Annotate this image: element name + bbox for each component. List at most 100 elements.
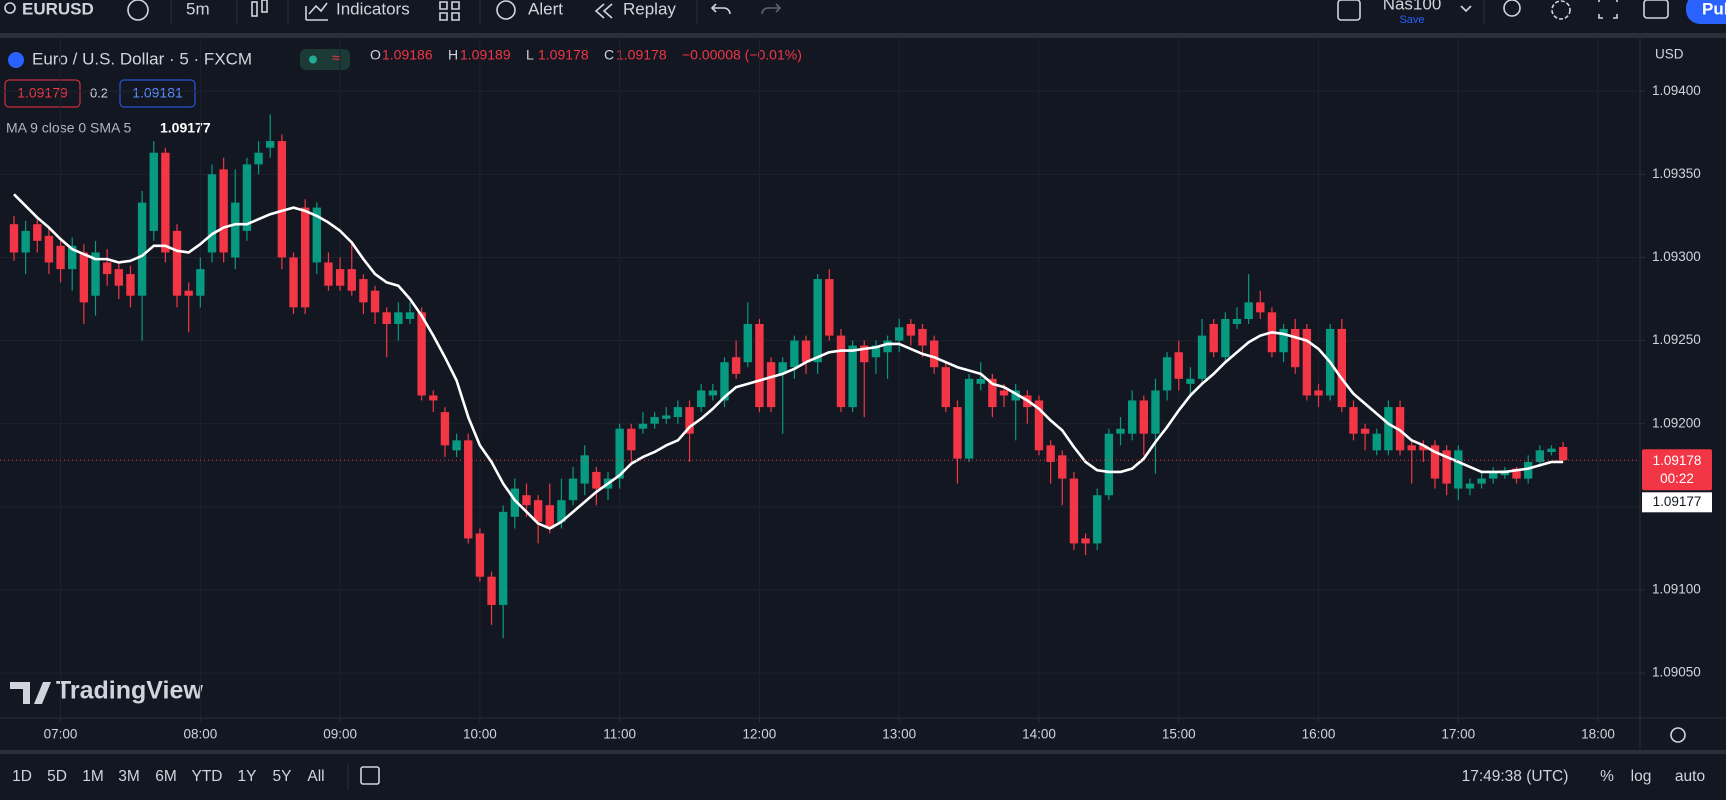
market-status[interactable] — [300, 49, 350, 70]
bid-box[interactable] — [4, 79, 81, 108]
candle-body — [184, 290, 193, 296]
candle-body — [1174, 352, 1183, 379]
layout-icon[interactable] — [1337, 0, 1361, 21]
candle-body — [1081, 538, 1090, 544]
candle-body — [487, 576, 496, 605]
save-label[interactable]: Save — [1399, 14, 1424, 26]
candle-body — [1360, 428, 1370, 434]
series-title[interactable]: Euro / U.S. Dollar · 5 · FXCM — [32, 49, 252, 68]
candle-body — [1477, 478, 1486, 484]
range-button[interactable]: YTD — [192, 768, 223, 785]
quick-search-icon[interactable] — [1503, 0, 1521, 17]
candle-body — [778, 362, 787, 374]
candle-body — [1093, 495, 1102, 544]
add-symbol-icon[interactable] — [127, 0, 149, 21]
candle-body — [580, 455, 589, 484]
redo-icon[interactable] — [761, 3, 782, 15]
range-button[interactable]: 5D — [47, 768, 67, 785]
bid-price[interactable]: 1.09179 — [17, 85, 68, 101]
currency-label[interactable]: USD — [1655, 47, 1684, 62]
settings-icon[interactable] — [1551, 0, 1571, 20]
candle-body — [988, 378, 997, 408]
indicators-icon[interactable] — [305, 2, 328, 21]
candle-body — [755, 323, 764, 408]
candle-body — [429, 395, 438, 401]
ohlc-text: H — [448, 47, 458, 63]
ma-legend-value: 1.09177 — [160, 120, 211, 136]
x-tick-label: 08:00 — [183, 727, 217, 742]
chart-type-icon[interactable] — [251, 1, 258, 17]
candle-body — [673, 407, 683, 418]
candle-body — [1535, 450, 1545, 462]
percent-toggle[interactable]: % — [1600, 768, 1614, 785]
candle-body — [1454, 450, 1463, 489]
candle-body — [1442, 450, 1451, 484]
snapshot-icon[interactable] — [1643, 0, 1669, 19]
replay-icon[interactable] — [594, 3, 613, 19]
ma-legend-name[interactable]: MA 9 close 0 SMA 5 — [6, 120, 131, 136]
ohlc-legend: O 1.09186 H 1.09189 L 1.09178 C 1.09178 −0.00008… — [370, 47, 802, 63]
candle-body — [1512, 468, 1521, 479]
candle-body — [277, 141, 287, 258]
x-tick-label: 13:00 — [882, 727, 916, 742]
range-button[interactable]: 1M — [82, 768, 104, 785]
candle-body — [976, 378, 985, 384]
candle-body — [1465, 483, 1475, 489]
chart-type-icon[interactable] — [261, 0, 268, 13]
candle-body — [522, 495, 531, 506]
candle-body — [79, 252, 89, 303]
interval[interactable]: 5m — [186, 0, 210, 18]
candle-body — [114, 269, 123, 286]
candle-body — [708, 390, 718, 396]
search-icon[interactable] — [4, 2, 16, 14]
log-toggle[interactable]: log — [1631, 768, 1652, 785]
candle-body — [452, 440, 461, 451]
candle-body — [289, 257, 298, 308]
candle-body — [254, 152, 263, 165]
market-open-dot — [309, 55, 317, 64]
range-button[interactable]: 3M — [118, 768, 140, 785]
candle-body — [1069, 478, 1079, 544]
templates-icon[interactable] — [439, 1, 460, 21]
ask-box[interactable] — [119, 79, 196, 108]
ask-price[interactable]: 1.09181 — [132, 85, 183, 101]
candle-body — [1232, 318, 1242, 324]
layout-name[interactable]: Nas100 — [1383, 0, 1442, 13]
x-tick-label: 15:00 — [1162, 727, 1196, 742]
replay-button[interactable]: Replay — [623, 0, 676, 18]
candle-body — [918, 328, 927, 346]
axis-settings-icon[interactable] — [1670, 727, 1686, 743]
candle-body — [615, 428, 624, 479]
candle-body — [370, 290, 380, 313]
candle-body — [498, 511, 508, 605]
publish-button[interactable] — [1686, 0, 1726, 24]
candle-body — [91, 252, 100, 296]
range-button[interactable]: All — [307, 768, 324, 785]
alert-icon[interactable] — [496, 0, 516, 20]
alert-button[interactable]: Alert — [528, 0, 563, 18]
layout-menu-icon[interactable] — [1460, 5, 1472, 13]
auto-toggle[interactable]: auto — [1675, 768, 1705, 785]
range-button[interactable]: 6M — [155, 768, 177, 785]
ma-price-box — [1642, 492, 1712, 513]
ohlc-text: 1.09189 — [460, 47, 511, 63]
range-button[interactable]: 1Y — [238, 768, 257, 785]
candle-body — [312, 207, 322, 263]
candle-body — [790, 340, 799, 368]
candle-body — [1314, 390, 1323, 396]
range-button[interactable]: 5Y — [273, 768, 292, 785]
watermark-logo — [10, 682, 51, 704]
symbol[interactable]: EURUSD — [22, 0, 94, 18]
goto-date-icon[interactable] — [360, 766, 380, 785]
x-tick-label: 14:00 — [1022, 727, 1056, 742]
range-button[interactable]: 1D — [12, 768, 32, 785]
toolbar-divider — [0, 33, 1726, 38]
symbol-logo — [8, 52, 24, 68]
y-tick-label: 1.09050 — [1652, 665, 1701, 680]
last-price-label: 1.09178 — [1653, 453, 1702, 468]
candle-body — [149, 152, 158, 231]
publish-label[interactable]: Pub — [1702, 0, 1726, 18]
undo-icon[interactable] — [710, 3, 731, 15]
indicators-button[interactable]: Indicators — [336, 0, 410, 18]
x-tick-label: 07:00 — [44, 727, 78, 742]
